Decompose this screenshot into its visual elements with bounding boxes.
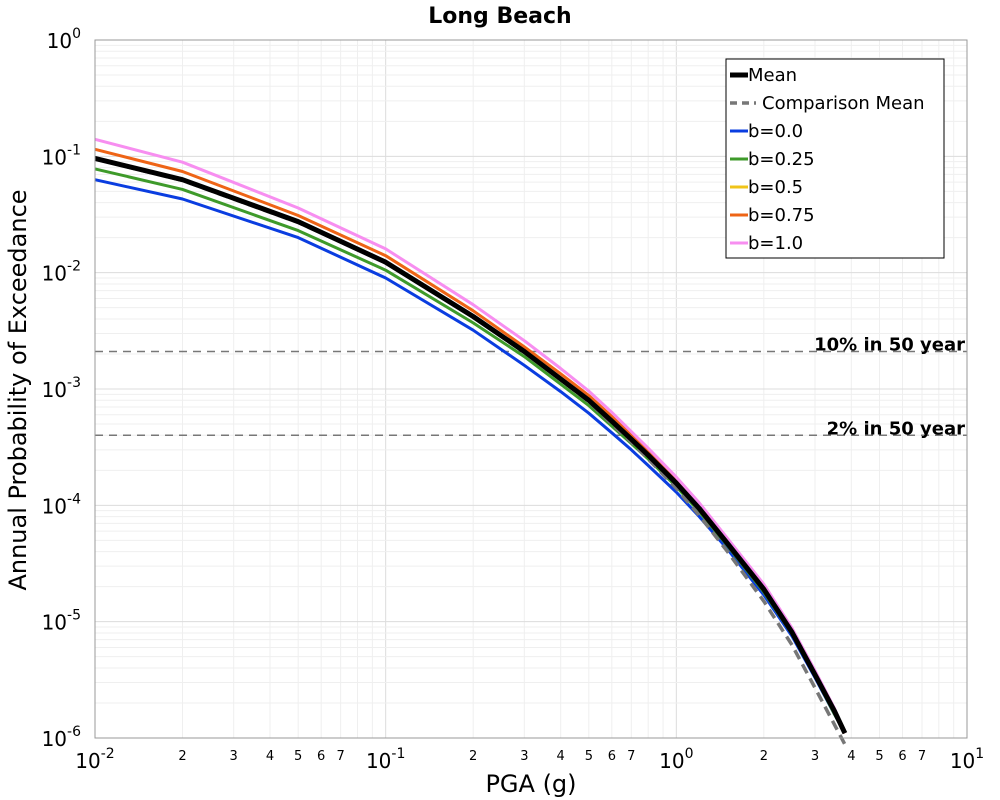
- legend-label: Mean: [748, 65, 797, 86]
- y-tick-label: 100: [47, 26, 81, 53]
- x-tick-label: 10-1: [366, 746, 405, 773]
- chart-title: Long Beach: [428, 4, 571, 29]
- x-minor-tick-label: 6: [898, 749, 906, 764]
- x-minor-tick-label: 7: [918, 749, 926, 764]
- legend-label: b=0.25: [748, 149, 815, 170]
- y-axis-title: Annual Probability of Exceedance: [4, 189, 32, 590]
- x-minor-tick-label: 4: [557, 749, 565, 764]
- legend-label: b=0.5: [748, 177, 803, 198]
- x-minor-tick-label: 3: [520, 749, 528, 764]
- x-minor-tick-label: 7: [337, 749, 345, 764]
- series-line-b-0-0: [94, 178, 847, 734]
- y-tick-label: 10-5: [42, 608, 81, 635]
- x-minor-tick-label: 6: [317, 749, 325, 764]
- reference-line-label: 2% in 50 year: [827, 418, 965, 439]
- legend: Mean Comparison Mean b=0.0 b=0.25 b=0.5 b=0.7…: [725, 58, 945, 259]
- legend-label: b=0.0: [748, 121, 803, 142]
- x-minor-tick-label: 2: [760, 749, 768, 764]
- legend-label: b=1.0: [748, 233, 803, 254]
- y-tick-label: 10-2: [42, 259, 81, 286]
- x-minor-tick-label: 6: [608, 749, 616, 764]
- y-tick-label: 10-4: [42, 491, 82, 518]
- x-minor-tick-label: 2: [469, 749, 477, 764]
- x-minor-tick-label: 3: [230, 749, 238, 764]
- reference-lines: 10% in 50 year 2% in 50 year: [95, 335, 967, 439]
- reference-line-label: 10% in 50 year: [814, 335, 965, 356]
- x-minor-tick-label: 4: [266, 749, 274, 764]
- x-tick-label: 100: [659, 746, 693, 773]
- x-tick-label: 101: [950, 746, 984, 773]
- x-tick-label: 10-2: [75, 746, 114, 773]
- x-minor-tick-label: 4: [847, 749, 855, 764]
- y-tick-label: 10-1: [42, 142, 81, 169]
- x-minor-tick-label: 5: [294, 749, 302, 764]
- legend-label: b=0.75: [748, 205, 815, 226]
- x-axis-title: PGA (g): [485, 770, 576, 798]
- y-tick-label: 10-3: [42, 375, 81, 402]
- x-minor-tick-label: 7: [627, 749, 635, 764]
- series-line-mean: [94, 155, 848, 735]
- plot-frame: [94, 39, 968, 739]
- x-minor-tick-label: 2: [178, 749, 186, 764]
- y-tick-labels: 100 10-1 10-2 10-3 10-4 10-5 10-6: [42, 26, 82, 751]
- x-minor-tick-label: 5: [585, 749, 593, 764]
- legend-label: Comparison Mean: [762, 93, 925, 114]
- series-lines: [94, 137, 848, 746]
- legend-box: [725, 58, 945, 259]
- y-tick-label: 10-6: [42, 724, 82, 751]
- x-minor-tick-label: 5: [875, 749, 883, 764]
- x-minor-tick-label: 3: [811, 749, 819, 764]
- grid: [94, 40, 967, 739]
